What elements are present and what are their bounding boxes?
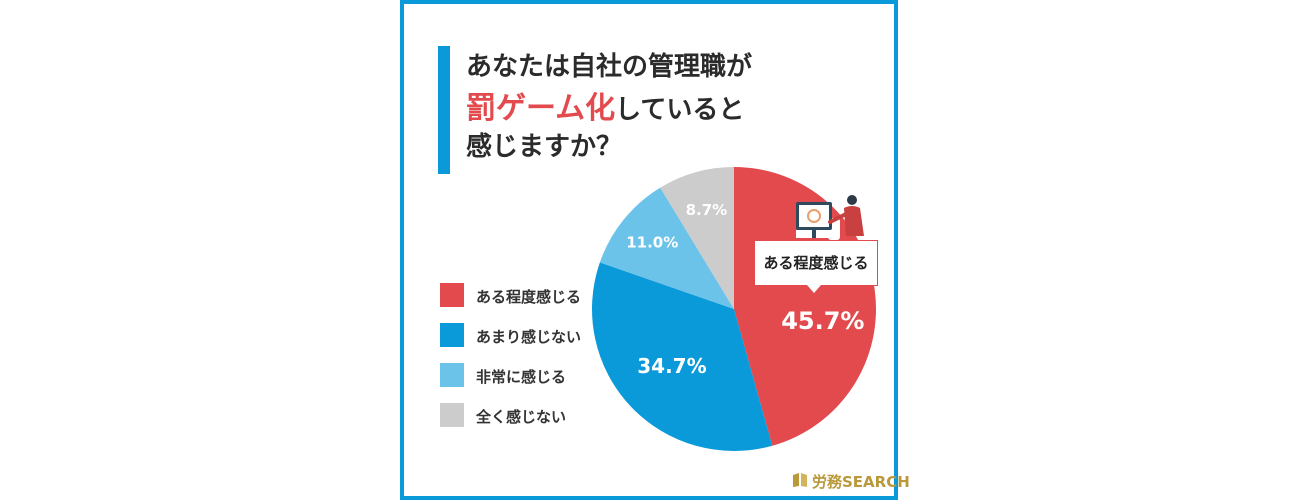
person-arm [828, 212, 848, 224]
legend-item: あまり感じない [440, 322, 640, 350]
callout-pointer [807, 285, 821, 293]
pie-slice [592, 262, 773, 451]
screen-chart-icon [807, 209, 821, 223]
callout-box: ある程度感じる [754, 240, 878, 293]
slice-value-label: 45.7% [781, 307, 864, 335]
legend-label: 非常に感じる [476, 368, 567, 386]
slice-value-label: 34.7% [637, 354, 706, 378]
legend-swatch [440, 323, 464, 347]
legend-label: ある程度感じる [476, 288, 582, 306]
title-accent-text: 罰ゲーム化 [466, 91, 616, 126]
legend-item: 非常に感じる [440, 362, 640, 390]
person-body [844, 206, 864, 236]
title-line-2: 罰ゲーム化していると [466, 94, 744, 124]
book-icon [793, 473, 807, 487]
slice-value-label: 8.7% [686, 201, 728, 219]
legend-swatch [440, 283, 464, 307]
pie-slice [734, 167, 876, 446]
monitor-stand [812, 230, 816, 238]
title-line-2-rest: していると [615, 95, 745, 125]
pie-slice [599, 187, 734, 309]
monitor-screen [799, 205, 829, 227]
legend-label: あまり感じない [476, 328, 582, 346]
legend-label: 全く感じない [476, 408, 567, 426]
person-head [847, 195, 857, 205]
title-accent-bar [438, 46, 450, 174]
slice-value-label: 11.0% [626, 233, 678, 251]
pie-slice [660, 167, 734, 309]
callout-label: ある程度感じる [763, 254, 869, 272]
brand-logo-text: 労務SEARCH [812, 473, 910, 491]
legend-swatch [440, 403, 464, 427]
infographic-card: あなたは自社の管理職が 罰ゲーム化していると 感じますか？ ある程度感じる あまり… [400, 0, 910, 500]
legend-swatch [440, 363, 464, 387]
title-line-1: あなたは自社の管理職が [466, 52, 753, 82]
title-line-3: 感じますか？ [466, 132, 623, 162]
pie-chart: 45.7% 34.7% 11.0% 8.7% [592, 167, 876, 451]
legend-item: 全く感じない [440, 402, 640, 430]
legend-item: ある程度感じる [440, 282, 640, 310]
person-at-computer-illustration [796, 195, 864, 240]
